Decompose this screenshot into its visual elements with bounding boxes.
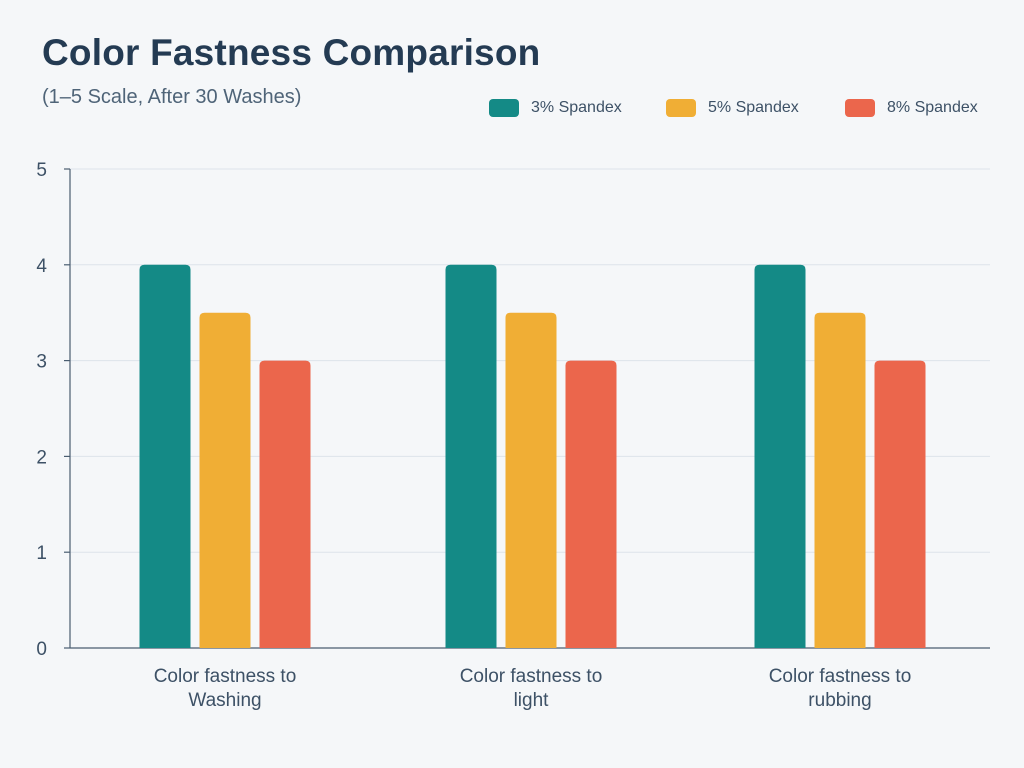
y-tick-label: 2 — [36, 447, 47, 468]
x-category-label: Color fastness to Washing — [154, 666, 297, 711]
y-tick-label: 4 — [36, 256, 47, 277]
x-category-label-line: Washing — [188, 690, 261, 711]
chart-subtitle: (1–5 Scale, After 30 Washes) — [42, 86, 302, 108]
bar-8-spandex-0 — [259, 360, 311, 648]
x-category-label: Color fastness to rubbing — [769, 666, 912, 711]
bar-5-spandex-2 — [814, 312, 866, 648]
legend-label-8-spandex: 8% Spandex — [887, 99, 978, 116]
x-category-label-line: Color fastness to — [154, 666, 297, 687]
y-tick-label: 1 — [36, 543, 47, 564]
x-category-label-line: Color fastness to — [769, 666, 912, 687]
y-tick-label: 5 — [36, 160, 47, 181]
x-category-label-line: light — [514, 690, 550, 711]
x-category-label: Color fastness to light — [460, 666, 603, 711]
x-category-label-line: Color fastness to — [460, 666, 603, 687]
x-category-label-line: rubbing — [808, 690, 871, 711]
bar-5-spandex-1 — [505, 312, 557, 648]
legend-swatch-5-spandex — [666, 99, 696, 117]
legend-swatch-3-spandex — [489, 99, 519, 117]
bar-3-spandex-2 — [754, 264, 806, 648]
bar-5-spandex-0 — [199, 312, 251, 648]
legend-item-3-spandex: 3% Spandex — [489, 97, 622, 119]
legend-label-5-spandex: 5% Spandex — [708, 99, 799, 116]
y-tick-label: 0 — [36, 639, 47, 660]
chart-title: Color Fastness Comparison — [42, 32, 541, 73]
y-tick-label: 3 — [36, 352, 47, 373]
bar-8-spandex-2 — [874, 360, 926, 648]
bar-3-spandex-1 — [445, 264, 497, 648]
legend-item-8-spandex: 8% Spandex — [845, 97, 978, 119]
bar-8-spandex-1 — [565, 360, 617, 648]
legend-swatch-8-spandex — [845, 99, 875, 117]
legend-label-3-spandex: 3% Spandex — [531, 99, 622, 116]
legend-item-5-spandex: 5% Spandex — [666, 97, 799, 119]
bar-3-spandex-0 — [139, 264, 191, 648]
